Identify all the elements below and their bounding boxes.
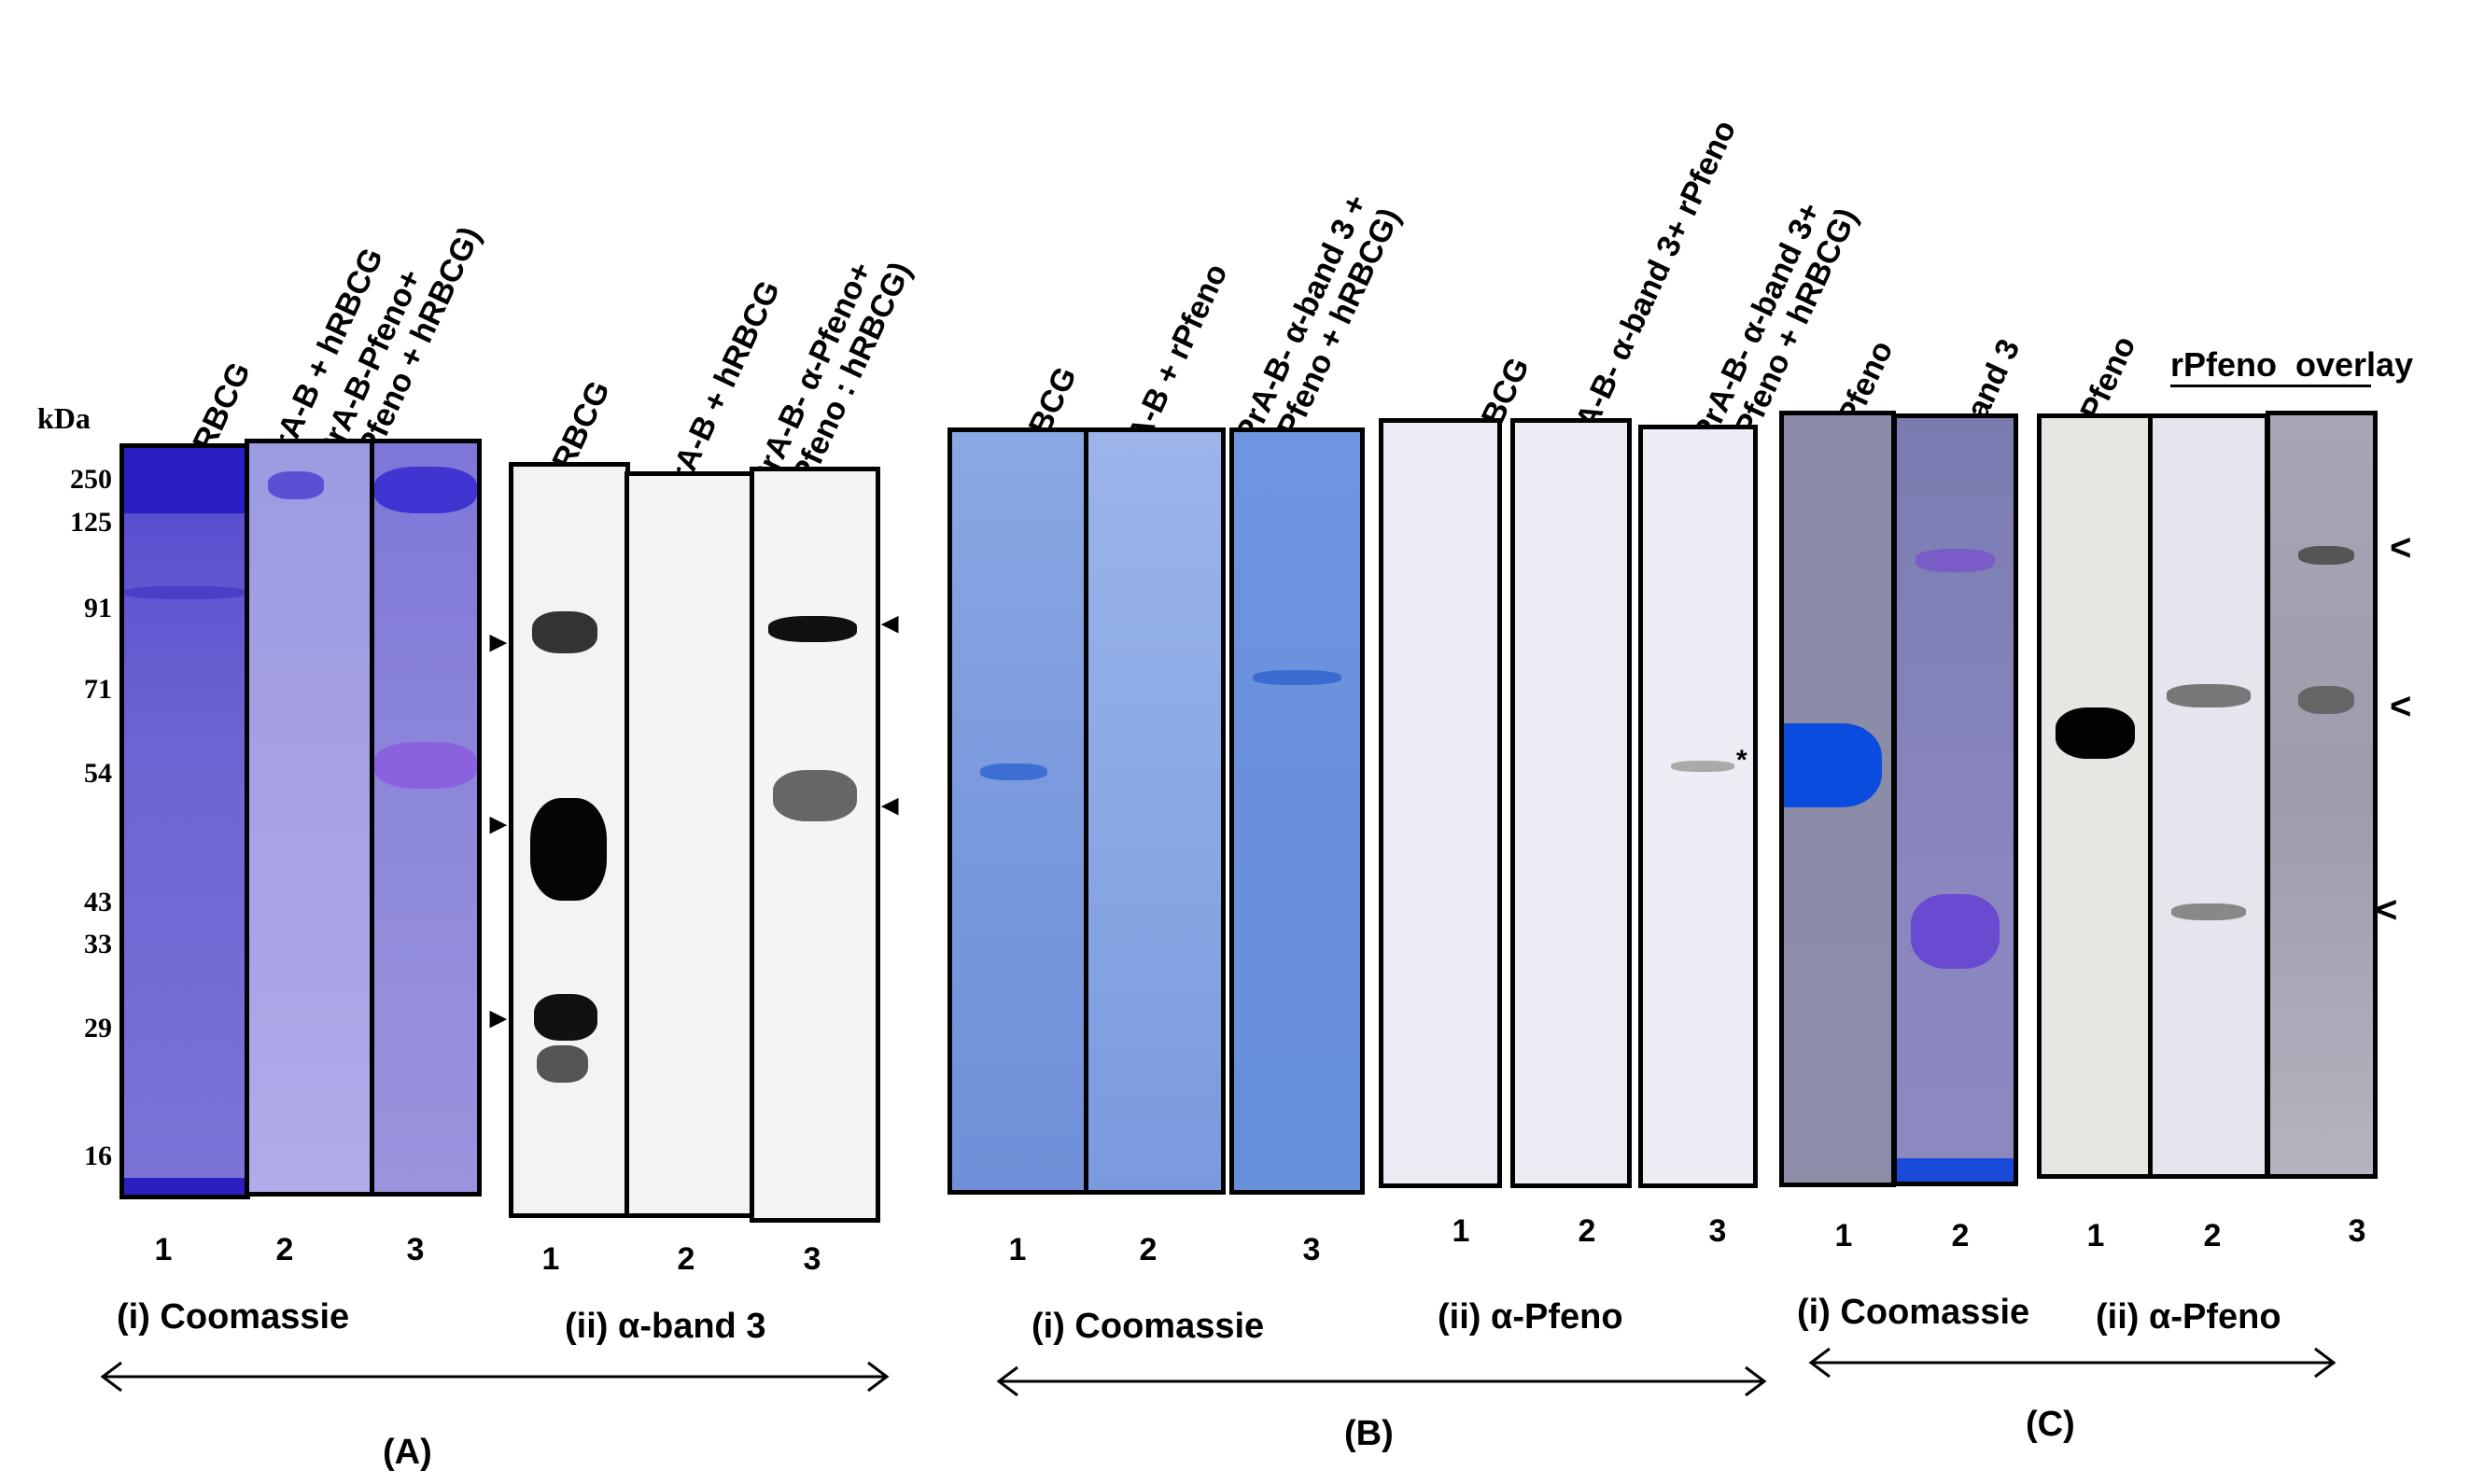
panelB-subtitle-apfeno: (ii) α-Pfeno — [1438, 1297, 1623, 1337]
marker-125: 125 — [70, 507, 112, 538]
panelB-lane-num-6: 3 — [1708, 1213, 1727, 1249]
band — [124, 448, 246, 513]
band — [1911, 894, 2000, 969]
panelA-lane-num-5: 2 — [677, 1241, 695, 1277]
panelB-lane-num-2: 2 — [1139, 1232, 1158, 1267]
marker-250: 250 — [70, 464, 112, 495]
panelA-lane-num-1: 1 — [154, 1232, 173, 1267]
panelC-gel-lane-1 — [1779, 411, 1896, 1187]
marker-16: 16 — [84, 1141, 112, 1171]
band — [2171, 903, 2246, 920]
panelA-lane-num-6: 3 — [803, 1241, 821, 1277]
band — [768, 616, 857, 642]
band — [980, 763, 1047, 780]
band — [2298, 686, 2354, 714]
band — [773, 770, 857, 821]
band — [124, 586, 246, 599]
band — [268, 471, 324, 499]
panelA-blot-lane-3 — [750, 467, 880, 1223]
band — [374, 742, 477, 789]
band — [530, 798, 607, 901]
band — [374, 467, 477, 513]
panelA-span-arrow — [100, 1361, 890, 1393]
panelB-gel-lane-3 — [1229, 427, 1365, 1195]
panelB-lane-num-5: 2 — [1578, 1213, 1596, 1249]
panelA-blot-lane-2 — [625, 471, 755, 1218]
panelA-gel-lane-2 — [245, 439, 375, 1197]
kda-label: kDa — [37, 401, 91, 435]
arrowhead-icon: ▸ — [490, 1000, 507, 1035]
band — [532, 611, 597, 653]
band — [124, 1178, 246, 1195]
panelC-lane-num-1: 1 — [1834, 1218, 1853, 1253]
panelB-lane-num-4: 1 — [1452, 1213, 1470, 1249]
panelC-gel-lane-2 — [1892, 413, 2018, 1186]
panelA-lane-num-3: 3 — [406, 1232, 425, 1267]
band — [2167, 684, 2251, 707]
panelA-lane-num-4: 1 — [541, 1241, 560, 1277]
panelB-blot-lane-1 — [1379, 418, 1502, 1188]
panelC-lane-num-2: 2 — [1951, 1218, 1970, 1253]
chevron-left-icon: < — [2390, 686, 2412, 727]
band — [1784, 723, 1882, 807]
marker-33: 33 — [84, 929, 112, 959]
band — [1916, 549, 1995, 572]
chevron-left-icon: < — [2376, 889, 2398, 931]
arrowhead-icon: ◂ — [882, 605, 899, 640]
panelB-gel-lane-1 — [947, 427, 1089, 1195]
panelA-subtitle-aband3: (ii) α-band 3 — [565, 1307, 766, 1346]
panelA-gel-lane-1 — [119, 443, 250, 1199]
panelB-blot-lane-2 — [1510, 418, 1632, 1188]
panelA-blot-lane-1 — [509, 462, 630, 1218]
panelC-lane-num-4: 2 — [2203, 1218, 2222, 1253]
band — [1253, 670, 1341, 685]
band — [2056, 707, 2135, 759]
panelB-gel-lane-2 — [1084, 427, 1226, 1195]
arrowhead-icon: ▸ — [490, 623, 507, 659]
marker-29: 29 — [84, 1013, 112, 1043]
marker-43: 43 — [84, 887, 112, 917]
band — [537, 1045, 588, 1083]
band — [1671, 761, 1734, 772]
panelC-overlay-header: rPfeno overlay — [2170, 345, 2414, 384]
panelB-label: (B) — [1344, 1414, 1394, 1453]
panelA-gel-lane-3 — [370, 439, 482, 1197]
arrowhead-icon: ◂ — [882, 787, 899, 822]
band — [534, 994, 597, 1041]
marker-71: 71 — [84, 674, 112, 705]
panelC-lane-num-5: 3 — [2348, 1213, 2366, 1249]
band — [2298, 546, 2354, 565]
panelC-blot-lane-2 — [2148, 413, 2269, 1179]
panelB-lane-num-3: 3 — [1302, 1232, 1321, 1267]
panelC-overlay-lane-3 — [2266, 411, 2378, 1179]
panelC-subtitle-apfeno: (ii) α-Pfeno — [2096, 1297, 2281, 1337]
chevron-left-icon: < — [2390, 527, 2412, 568]
arrowhead-icon: ▸ — [490, 805, 507, 841]
panelA-subtitle-coomassie: (i) Coomassie — [117, 1297, 350, 1337]
panelB-blot-lane-3 — [1638, 425, 1758, 1188]
marker-91: 91 — [84, 593, 112, 623]
panelC-blot-lane-1 — [2037, 413, 2154, 1179]
panelC-overlay-underline — [2170, 385, 2371, 387]
panelB-lane-num-1: 1 — [1008, 1232, 1027, 1267]
panelA-label: (A) — [383, 1433, 432, 1472]
panelB-subtitle-coomassie: (i) Coomassie — [1032, 1307, 1265, 1346]
panelC-subtitle-coomassie: (i) Coomassie — [1797, 1293, 2030, 1332]
band-star-marker: * — [1736, 745, 1747, 776]
panelA-lane-num-2: 2 — [275, 1232, 294, 1267]
marker-54: 54 — [84, 758, 112, 789]
panelC-lane-num-3: 1 — [2086, 1218, 2105, 1253]
panelB-span-arrow — [996, 1365, 1767, 1397]
panelC-label: (C) — [2026, 1405, 2075, 1444]
panelC-span-arrow — [1808, 1347, 2337, 1379]
band — [1897, 1158, 2014, 1182]
